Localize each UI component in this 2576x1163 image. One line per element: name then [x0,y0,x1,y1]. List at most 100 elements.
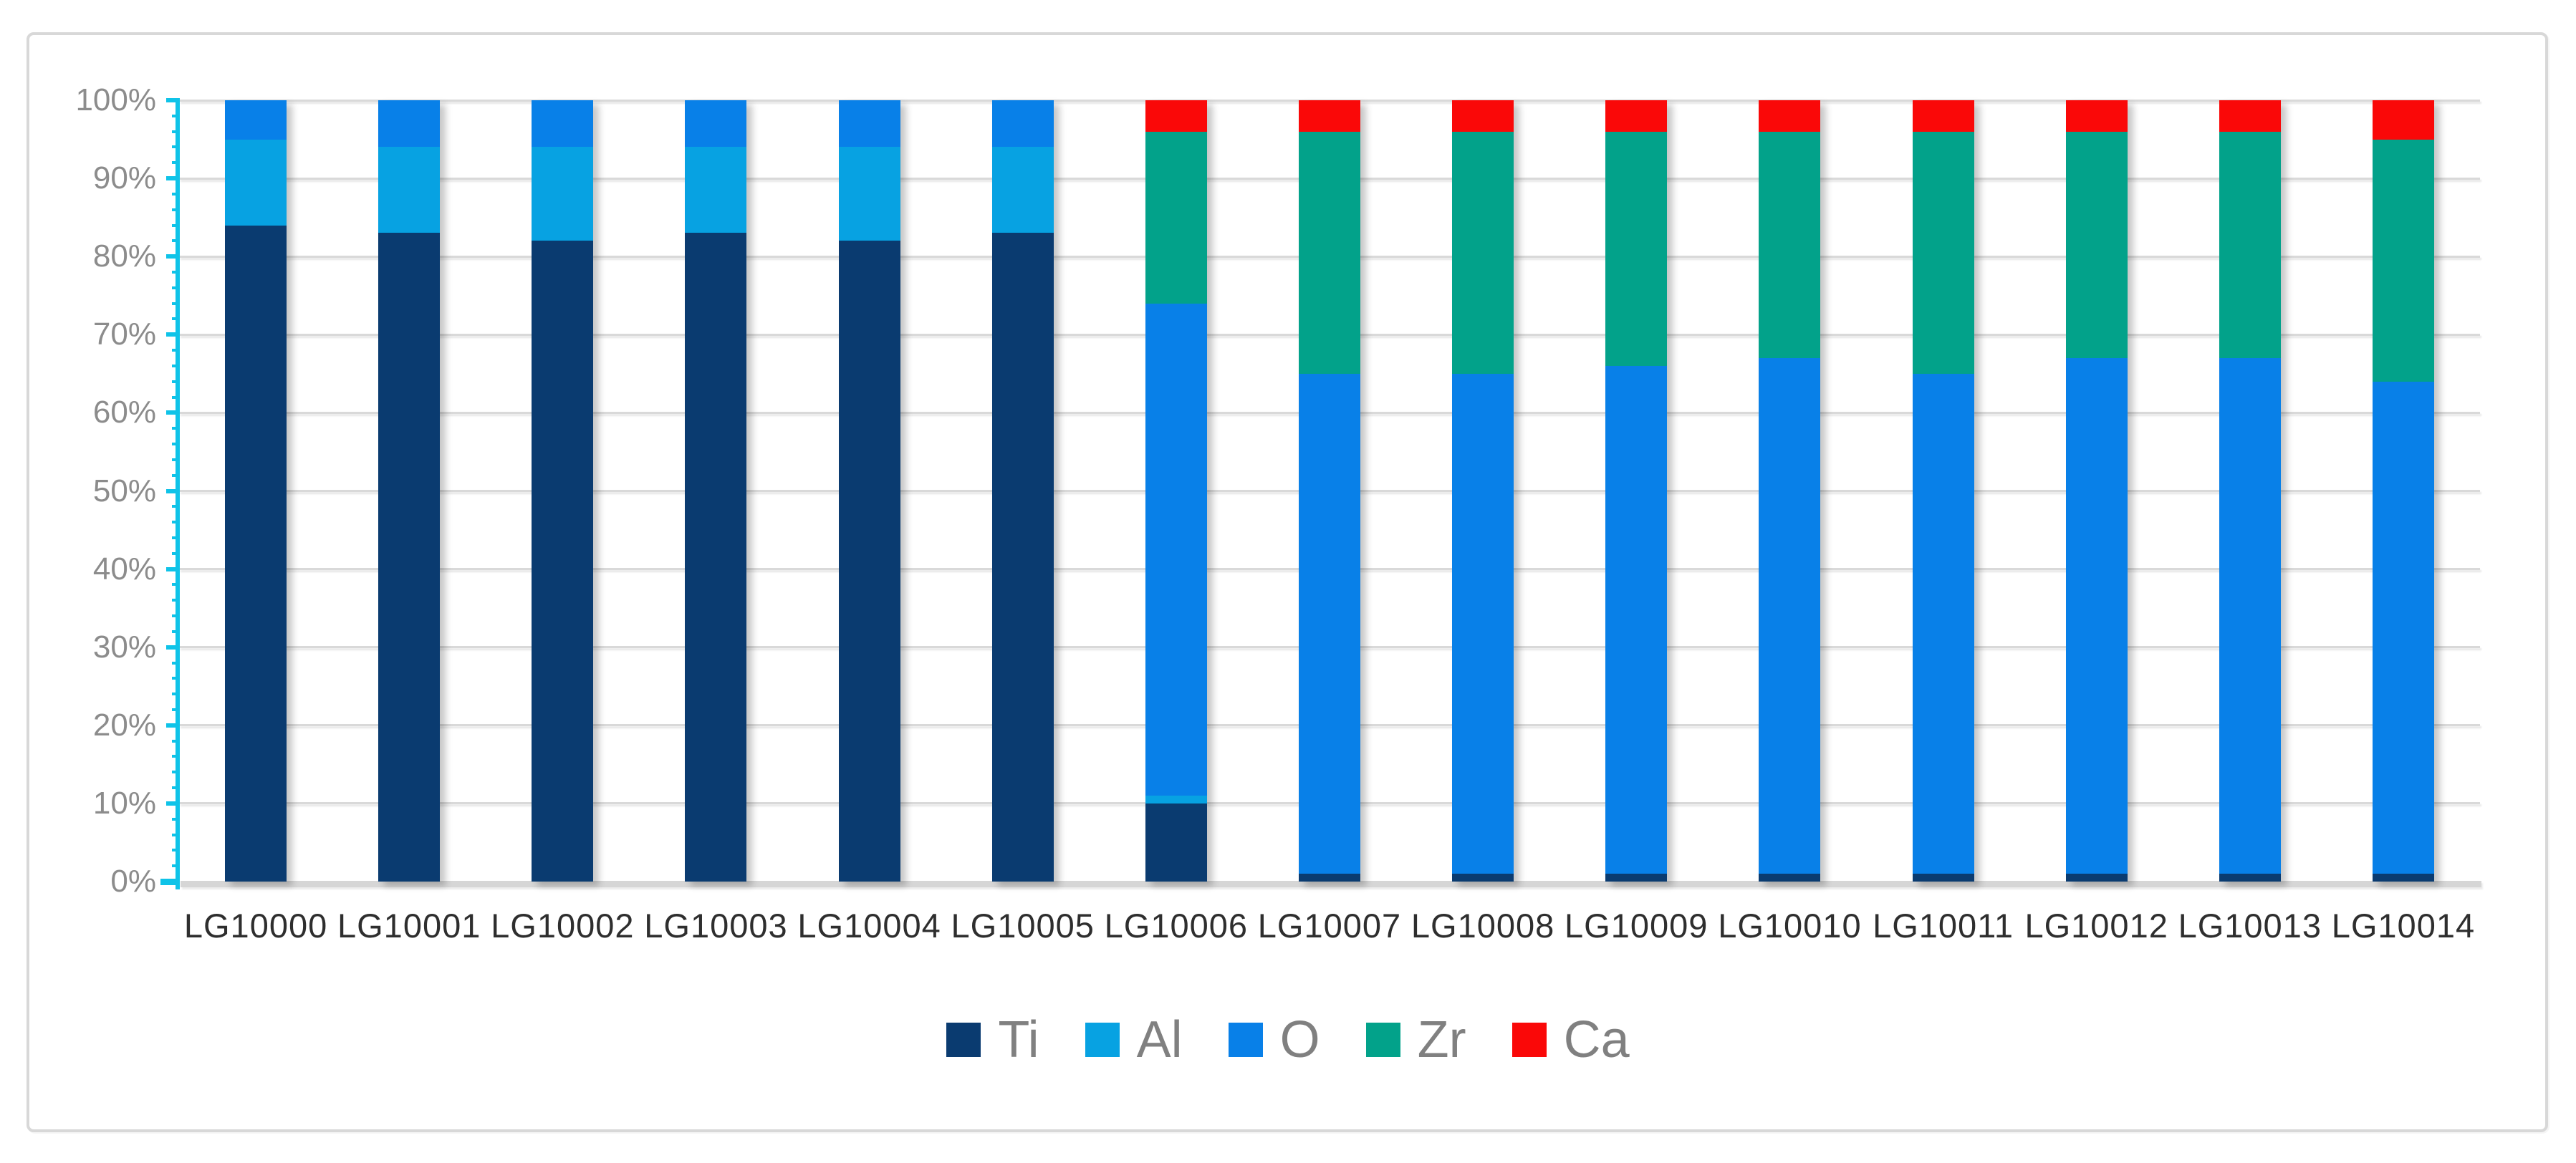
bar-LG10011-segment-Ti[interactable] [1912,874,1974,882]
y-minor-tick-86 [172,208,179,211]
x-axis-label-LG10003: LG10003 [644,907,788,945]
legend-item-Zr[interactable]: Zr [1365,1011,1466,1068]
legend-swatch-Ca [1512,1023,1547,1057]
legend-item-O[interactable]: O [1228,1011,1320,1068]
bar-LG10008-segment-O[interactable] [1452,373,1514,874]
bar-LG10006-segment-Zr[interactable] [1145,131,1207,304]
bar-LG10009-segment-O[interactable] [1605,365,1668,874]
x-axis-label-LG10013: LG10013 [2178,907,2322,945]
y-minor-tick-8 [172,817,179,821]
y-minor-tick-16 [172,755,179,758]
bar-LG10002-segment-Al[interactable] [532,147,594,241]
bar-LG10014-segment-Zr[interactable] [2372,139,2434,382]
bar-LG10012-segment-Ti[interactable] [2065,874,2128,882]
x-axis-label-LG10007: LG10007 [1257,907,1402,945]
y-axis-label-0: 0% [110,864,156,899]
bar-LG10006-segment-Ca[interactable] [1145,100,1207,132]
y-axis-label-70: 70% [92,317,156,352]
bar-LG10011-segment-O[interactable] [1912,373,1974,874]
bar-LG10007-segment-Ca[interactable] [1299,100,1360,132]
y-axis-label-40: 40% [92,551,156,587]
bar-LG10007-segment-O[interactable] [1299,373,1360,874]
y-minor-tick-28 [172,661,179,665]
legend-label-O: O [1279,1011,1320,1068]
bar-LG10001-segment-Al[interactable] [378,147,441,233]
x-axis-label-LG10006: LG10006 [1104,907,1249,945]
bar-LG10010-segment-O[interactable] [1759,358,1821,874]
bar-LG10010-segment-Ti[interactable] [1759,874,1821,882]
bar-LG10014-segment-Ca[interactable] [2372,100,2434,140]
bar-LG10006-segment-Al[interactable] [1145,795,1207,804]
y-minor-tick-72 [172,317,179,321]
bar-LG10000-segment-Ti[interactable] [225,225,287,882]
bar-LG10013-segment-Zr[interactable] [2219,131,2281,358]
bar-LG10004-segment-Ti[interactable] [838,241,900,882]
bar-LG10014-segment-O[interactable] [2372,381,2434,874]
bar-LG10009-segment-Ti[interactable] [1605,874,1668,882]
y-minor-tick-32 [172,629,179,633]
y-minor-tick-58 [172,427,179,430]
bar-LG10013-segment-O[interactable] [2219,358,2281,874]
bar-LG10008-segment-Zr[interactable] [1452,131,1514,374]
y-major-tick-10 [166,801,179,806]
legend-item-Ca[interactable]: Ca [1512,1011,1630,1068]
x-axis-label-LG10001: LG10001 [337,907,481,945]
bar-LG10000-segment-Al[interactable] [225,139,287,226]
y-axis-label-80: 80% [92,238,156,274]
y-minor-tick-56 [172,443,179,446]
bar-LG10009-segment-Zr[interactable] [1605,131,1668,366]
bar-LG10008-segment-Ca[interactable] [1452,100,1514,132]
bar-LG10012-segment-Zr[interactable] [2065,131,2128,358]
bar-LG10012-segment-O[interactable] [2065,358,2128,874]
bar-LG10000-segment-O[interactable] [225,100,287,140]
bar-LG10004-segment-O[interactable] [838,100,900,148]
x-axis-label-LG10008: LG10008 [1410,907,1555,945]
x-axis-label-LG10012: LG10012 [2024,907,2168,945]
x-axis-label-LG10005: LG10005 [951,907,1095,945]
y-minor-tick-34 [172,614,179,618]
legend-item-Ti[interactable]: Ti [946,1011,1039,1068]
bar-LG10007-segment-Zr[interactable] [1299,131,1360,374]
bar-LG10004-segment-Al[interactable] [838,147,900,241]
bar-LG10003-segment-Ti[interactable] [685,233,747,882]
bar-LG10012-segment-Ca[interactable] [2065,100,2128,132]
bar-LG10010-segment-Zr[interactable] [1759,131,1821,358]
bar-LG10001-segment-O[interactable] [378,100,441,148]
bar-LG10001-segment-Ti[interactable] [378,233,441,882]
bar-LG10005-segment-Ti[interactable] [991,233,1054,882]
bar-LG10011-segment-Zr[interactable] [1912,131,1974,374]
bar-LG10001 [378,100,441,882]
y-major-tick-60 [166,410,179,415]
legend-swatch-Al [1085,1023,1120,1057]
legend-label-Zr: Zr [1417,1011,1466,1068]
legend-item-Al[interactable]: Al [1085,1011,1183,1068]
bar-LG10003-segment-Al[interactable] [685,147,747,233]
bar-LG10012 [2065,100,2128,882]
bar-LG10009-segment-Ca[interactable] [1605,100,1668,132]
bar-LG10002-segment-O[interactable] [532,100,594,148]
y-axis-label-50: 50% [92,473,156,508]
legend-swatch-Zr [1365,1023,1400,1057]
bar-LG10006-segment-O[interactable] [1145,303,1207,796]
bar-LG10005-segment-O[interactable] [991,100,1054,148]
x-axis-label-LG10011: LG10011 [1873,907,2014,945]
x-axis-baseline [181,881,2481,887]
bar-LG10013-segment-Ti[interactable] [2219,874,2281,882]
bar-LG10002-segment-Ti[interactable] [532,241,594,882]
bar-LG10008-segment-Ti[interactable] [1452,874,1514,882]
bar-LG10007-segment-Ti[interactable] [1299,874,1360,882]
bar-LG10011-segment-Ca[interactable] [1912,100,1974,132]
bar-LG10008 [1452,100,1514,882]
bar-LG10014-segment-Ti[interactable] [2372,874,2434,882]
bar-LG10007 [1299,100,1360,882]
bar-LG10010-segment-Ca[interactable] [1759,100,1821,132]
y-minor-tick-18 [172,739,179,743]
bar-LG10003-segment-O[interactable] [685,100,747,148]
y-major-tick-30 [166,645,179,650]
y-minor-tick-44 [172,536,179,539]
bar-LG10005-segment-Al[interactable] [991,147,1054,233]
bar-LG10006-segment-Ti[interactable] [1145,803,1207,882]
legend-label-Ca: Ca [1563,1011,1630,1068]
bar-LG10013-segment-Ca[interactable] [2219,100,2281,132]
